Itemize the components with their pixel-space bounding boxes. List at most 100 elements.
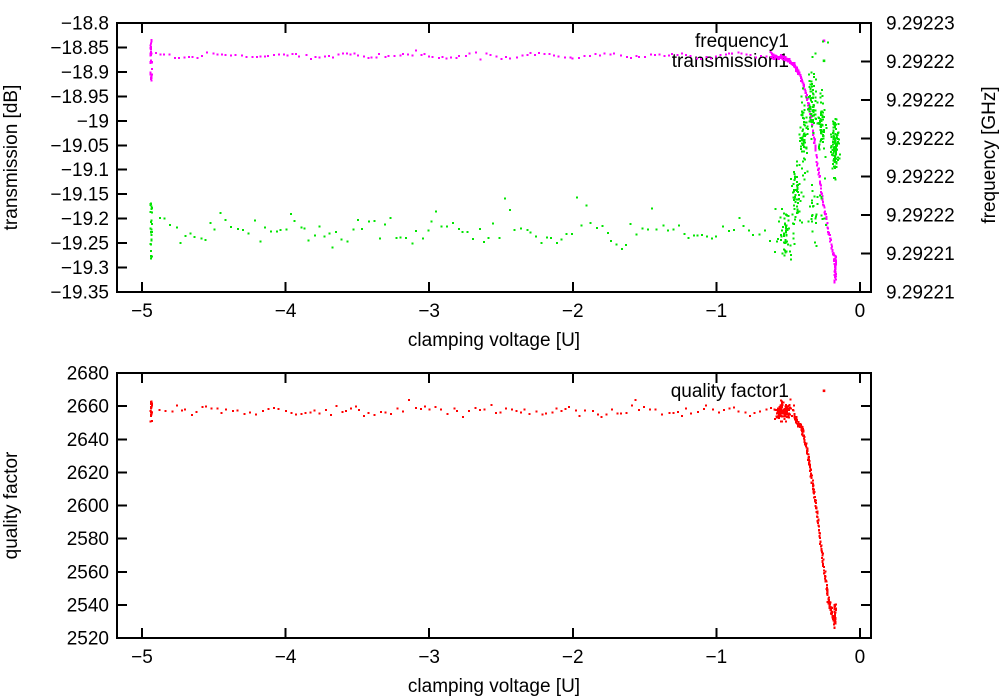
data-point	[824, 156, 827, 159]
data-point	[804, 88, 806, 91]
data-point	[826, 588, 829, 591]
data-point	[806, 132, 809, 135]
y2-tick-label: 9.29221	[886, 283, 955, 304]
data-point	[801, 101, 804, 104]
data-point	[783, 232, 786, 235]
data-point	[836, 156, 839, 159]
data-point	[834, 257, 837, 260]
data-point	[610, 408, 613, 411]
data-point	[833, 266, 836, 269]
data-point	[819, 180, 822, 183]
data-point	[835, 272, 837, 275]
data-point	[781, 208, 783, 211]
data-point	[787, 219, 790, 222]
data-point	[796, 188, 799, 191]
data-point	[575, 409, 577, 412]
data-point	[738, 217, 741, 219]
data-point	[164, 410, 167, 413]
data-point	[620, 412, 622, 415]
data-point	[802, 150, 805, 153]
data-point	[822, 564, 824, 567]
data-point	[717, 411, 720, 414]
data-point	[259, 55, 262, 58]
data-point	[242, 229, 245, 232]
data-point	[792, 232, 795, 235]
data-point	[684, 54, 687, 57]
data-point	[802, 82, 805, 85]
data-point	[149, 54, 152, 57]
data-point	[786, 406, 789, 409]
data-point	[440, 408, 443, 411]
data-point	[796, 418, 799, 421]
data-point	[625, 412, 628, 415]
data-point	[510, 408, 513, 411]
data-point	[384, 223, 387, 226]
data-point	[534, 54, 537, 57]
data-point	[804, 158, 807, 161]
y-tick-label: 2680	[67, 364, 109, 385]
data-point	[291, 53, 294, 56]
data-point	[811, 230, 814, 233]
data-point	[787, 404, 790, 407]
data-point	[782, 226, 785, 229]
data-point	[149, 257, 152, 260]
data-point	[816, 512, 819, 515]
data-point	[811, 101, 813, 104]
data-point	[437, 56, 440, 59]
data-point	[478, 228, 481, 230]
data-point	[759, 410, 761, 413]
data-point	[803, 141, 806, 144]
data-point	[823, 572, 825, 575]
data-point	[352, 228, 355, 231]
data-point	[770, 55, 773, 58]
data-point	[821, 40, 824, 43]
data-point	[149, 402, 152, 405]
data-point	[672, 412, 675, 415]
data-point	[616, 412, 619, 415]
data-point	[794, 193, 797, 196]
data-point	[807, 128, 809, 131]
data-point	[776, 408, 778, 411]
data-point	[814, 148, 817, 151]
data-point	[780, 411, 783, 414]
data-point	[324, 55, 327, 58]
data-point	[733, 229, 735, 232]
data-point	[193, 236, 196, 238]
data-point	[813, 241, 816, 244]
data-point	[773, 408, 776, 411]
data-point	[813, 140, 816, 143]
data-point	[833, 158, 836, 161]
data-point	[831, 148, 834, 151]
data-point	[468, 52, 471, 55]
data-point	[819, 187, 822, 190]
data-point	[796, 208, 799, 211]
data-point	[361, 228, 363, 230]
x-tick-label: −5	[131, 301, 153, 322]
data-point	[782, 409, 785, 412]
data-point	[809, 108, 812, 111]
data-point	[831, 249, 834, 252]
data-point	[801, 80, 804, 83]
data-point	[814, 502, 817, 504]
data-point	[808, 455, 811, 458]
data-point	[150, 40, 153, 43]
data-point	[830, 146, 833, 149]
data-point	[834, 154, 837, 157]
data-point	[786, 416, 789, 419]
data-point	[783, 417, 786, 420]
data-point	[834, 615, 837, 618]
data-point	[834, 117, 837, 120]
data-point	[781, 410, 784, 413]
data-point	[742, 225, 745, 228]
data-point	[811, 129, 814, 132]
data-point	[811, 115, 814, 118]
data-point	[449, 56, 452, 59]
data-point	[520, 411, 522, 414]
data-point	[607, 232, 610, 234]
data-point	[820, 544, 823, 547]
data-point	[810, 125, 813, 128]
data-point	[810, 473, 812, 476]
data-point	[407, 399, 410, 402]
data-point	[504, 197, 507, 200]
data-point	[810, 217, 813, 220]
